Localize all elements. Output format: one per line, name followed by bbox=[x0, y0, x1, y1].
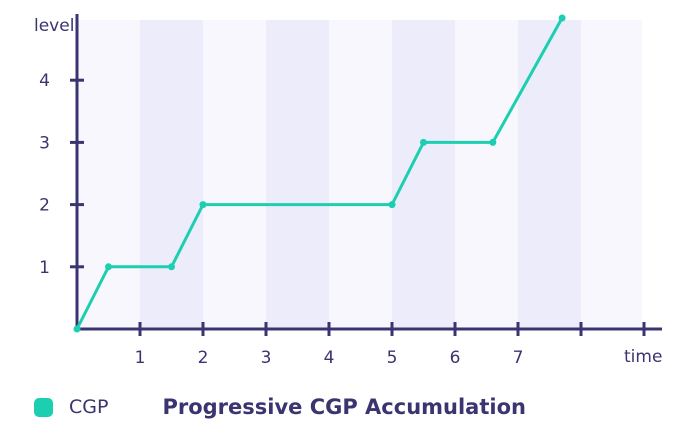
data-point-1 bbox=[73, 325, 81, 333]
y-tick-label-1: 1 bbox=[39, 258, 50, 278]
x-tick-label-2: 2 bbox=[198, 348, 209, 368]
shaded-band-2 bbox=[266, 20, 329, 329]
y-tick-label-4: 4 bbox=[39, 71, 50, 91]
legend-swatch-cgp bbox=[34, 397, 53, 417]
series-line-cgp bbox=[75, 16, 564, 331]
data-point-7 bbox=[489, 138, 497, 146]
x-tick-label-4: 4 bbox=[324, 348, 335, 368]
x-tick-label-3: 3 bbox=[261, 348, 272, 368]
shaded-band-4 bbox=[518, 20, 581, 329]
data-point-3 bbox=[168, 263, 175, 271]
background-bands bbox=[77, 20, 642, 329]
x-axis-title: time bbox=[624, 347, 662, 367]
data-point-4 bbox=[199, 201, 207, 209]
shaded-band-1 bbox=[140, 20, 203, 329]
legend: CGP Progressive CGP Accumulation bbox=[34, 392, 526, 422]
data-point-8 bbox=[558, 14, 566, 22]
legend-label-cgp: CGP bbox=[69, 396, 109, 418]
x-tick-label-5: 5 bbox=[387, 348, 398, 368]
chart-title: Progressive CGP Accumulation bbox=[162, 395, 526, 419]
x-tick-label-1: 1 bbox=[135, 348, 146, 368]
series-group bbox=[73, 14, 566, 333]
tick-labels: 1 2 3 4 5 6 7 1 2 3 4 bbox=[39, 71, 523, 368]
shaded-band-3 bbox=[392, 20, 455, 329]
data-point-6 bbox=[420, 138, 427, 146]
tick-marks bbox=[70, 78, 646, 336]
x-tick-label-6: 6 bbox=[450, 348, 461, 368]
data-point-5 bbox=[388, 201, 396, 209]
y-tick-label-3: 3 bbox=[39, 133, 50, 153]
x-tick-label-7: 7 bbox=[513, 348, 524, 368]
data-point-2 bbox=[105, 263, 112, 271]
axes bbox=[75, 14, 662, 331]
y-axis-title: level bbox=[34, 16, 74, 36]
y-tick-label-2: 2 bbox=[39, 196, 50, 216]
